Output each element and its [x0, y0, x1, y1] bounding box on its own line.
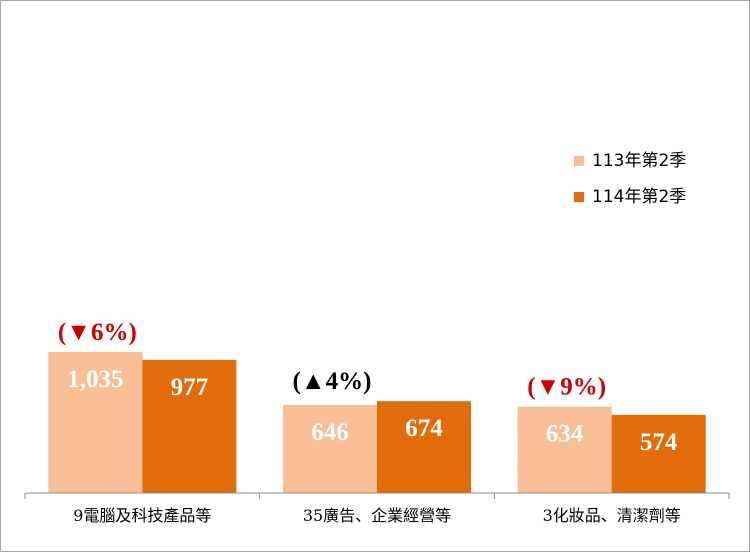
- legend-swatch-1: [574, 156, 584, 166]
- legend-swatch-2: [574, 192, 584, 202]
- bar-s2-3: [611, 414, 706, 493]
- change-label-2: (▲4%): [293, 368, 372, 395]
- bar-s1-2: [283, 404, 377, 493]
- bar-s2-2: [377, 401, 471, 493]
- data-label-s2-1: 977: [171, 374, 209, 401]
- bar-s1-3: [517, 406, 612, 493]
- bar-s2-1: [142, 359, 237, 493]
- category-label-1: 9電腦及科技產品等: [73, 506, 211, 525]
- data-label-s1-1: 1,035: [67, 366, 123, 393]
- category-label-2: 35廣告、企業經營等: [303, 506, 451, 525]
- data-label-s2-2: 674: [405, 415, 443, 442]
- data-label-s1-3: 634: [546, 421, 584, 448]
- change-label-3: (▼9%): [527, 374, 606, 401]
- change-label-1: (▼6%): [58, 319, 137, 346]
- legend-label-1: 113年第2季: [592, 151, 686, 171]
- bar-s1-1: [48, 352, 143, 493]
- legend-label-2: 114年第2季: [592, 187, 686, 207]
- category-label-3: 3化妝品、清潔劑等: [543, 506, 681, 525]
- data-label-s2-3: 574: [640, 429, 678, 456]
- data-label-s1-2: 646: [311, 419, 349, 446]
